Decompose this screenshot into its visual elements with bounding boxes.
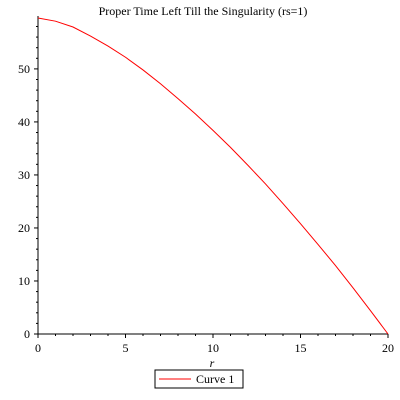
- plot-area: 0 5 10 15 20 0 10 20 30 40 50: [18, 16, 394, 355]
- y-tick-label-20: 20: [18, 221, 30, 235]
- y-tick-label-10: 10: [18, 274, 30, 288]
- series-line-curve-1: [37, 17, 389, 335]
- x-tick-label-10: 10: [207, 341, 219, 355]
- x-tick-label-20: 20: [382, 341, 394, 355]
- x-tick-label-5: 5: [123, 341, 129, 355]
- legend: Curve 1: [154, 369, 244, 389]
- y-tick-label-30: 30: [18, 168, 30, 182]
- y-tick-label-50: 50: [18, 62, 30, 76]
- chart-title: Proper Time Left Till the Singularity (r…: [99, 4, 308, 18]
- y-tick-label-0: 0: [24, 327, 30, 341]
- x-tick-label-0: 0: [35, 341, 41, 355]
- x-axis-label: r: [210, 356, 215, 370]
- legend-label-curve-1: Curve 1: [196, 372, 234, 386]
- x-tick-label-15: 15: [295, 341, 307, 355]
- y-tick-label-40: 40: [18, 115, 30, 129]
- legend-box: [154, 369, 244, 389]
